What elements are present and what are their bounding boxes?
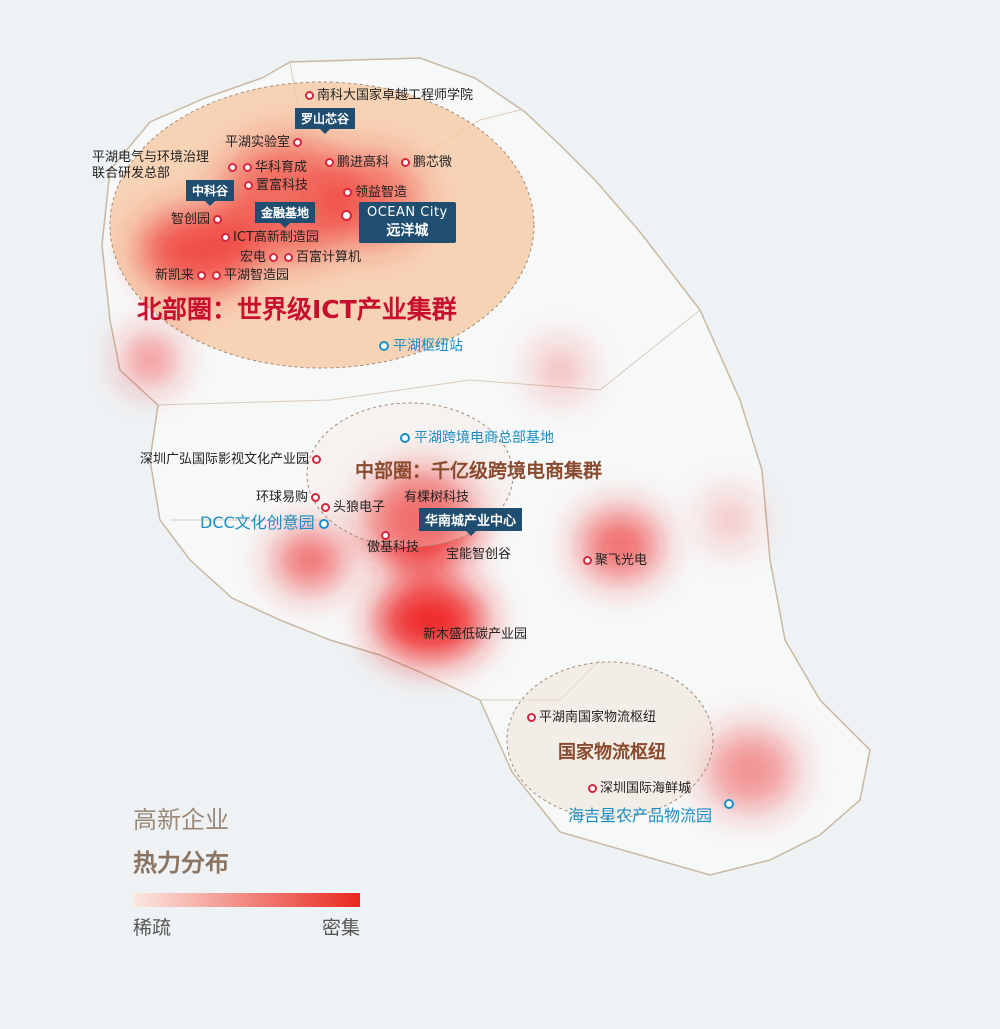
dcc-text: DCC文化创意园 [200, 513, 315, 532]
hub-text: 海吉星农产品物流园 [568, 806, 713, 825]
poi-text: 新木盛低碳产业园 [423, 627, 528, 642]
poi-label: 平湖电气与环境治理 [92, 150, 209, 166]
poi-text: 智创园 [171, 212, 211, 227]
heat-blob [125, 335, 175, 385]
poi-text: 平湖智造园 [224, 268, 290, 283]
poi-label: 环球易购 [256, 490, 323, 506]
heat-blob [220, 140, 360, 260]
poi-text: 傲基科技 [367, 540, 420, 555]
heat-blob [705, 495, 755, 545]
poi-text: 宏电 [240, 250, 267, 265]
poi-label: ICT高新制造园 [218, 230, 319, 246]
tag-zhongkegu: 中科谷 [186, 180, 235, 206]
poi-text: 新凯来 [155, 268, 195, 283]
legend-title-1: 高新企业 [133, 806, 229, 834]
poi-label: 鹏进高科 [322, 155, 389, 171]
poi-text: 平湖电气与环境治理 [92, 150, 210, 165]
hub-marker [720, 796, 738, 812]
ocean-city-badge: OCEAN City 远洋城 [359, 202, 456, 243]
poi-text: 鹏进高科 [337, 155, 390, 170]
poi-text: 领益智造 [355, 185, 408, 200]
legend-low: 稀疏 [133, 917, 172, 939]
poi-text: 鹏芯微 [413, 155, 453, 170]
poi-label: 平湖实验室 [225, 135, 305, 151]
poi-text: 联合研发总部 [92, 166, 171, 181]
heat-blob [705, 730, 795, 810]
heat-blob [580, 510, 660, 580]
poi-label: 置富科技 [241, 178, 308, 194]
middle-zone-title: 中部圈：千亿级跨境电商集群 [355, 460, 603, 482]
hub-label: 海吉星农产品物流园 [568, 808, 712, 824]
hub-text: 平湖枢纽站 [393, 338, 463, 354]
dcc-label: DCC文化创意园 [200, 515, 333, 531]
poi-text: 华科育成 [255, 160, 308, 175]
poi-label: 智创园 [171, 212, 225, 228]
tag-luoshan: 罗山芯谷 [295, 108, 356, 134]
tag-huanancheng: 华南城产业中心 [419, 508, 523, 536]
legend-title-2: 热力分布 [133, 849, 229, 877]
ocean-city-marker [338, 208, 355, 224]
heat-blob [275, 530, 345, 590]
poi-label: 联合研发总部 [92, 166, 170, 182]
poi-label: 宝能智创谷 [446, 547, 511, 563]
poi-label: 新凯来 平湖智造园 [155, 268, 289, 284]
poi-text: 百富计算机 [296, 250, 362, 265]
legend-gradient-bar [133, 893, 360, 907]
poi-text: 深圳广弘国际影视文化产业园 [140, 452, 310, 467]
poi-label: 鹏芯微 [398, 155, 452, 171]
heat-blob [375, 580, 485, 660]
poi-label: 头狼电子 [318, 500, 385, 516]
hub-label: 平湖跨境电商总部基地 [396, 430, 554, 446]
poi-text: ICT高新制造园 [233, 230, 319, 245]
poi-label: 南科大国家卓越工程师学院 [302, 88, 473, 104]
poi-marker [378, 528, 393, 544]
poi-text: 环球易购 [256, 490, 309, 505]
ocean-city-cn: 远洋城 [386, 223, 429, 239]
legend-high: 密集 [322, 917, 361, 939]
poi-label: 平湖南国家物流枢纽 [524, 710, 656, 726]
poi-label: 新木盛低碳产业园 [423, 627, 527, 643]
poi-text: 平湖实验室 [225, 135, 291, 150]
hub-label: 平湖枢纽站 [375, 338, 463, 354]
south-zone-circle [506, 661, 714, 819]
ocean-city-en: OCEAN City [367, 205, 448, 220]
tag-jinrong: 金融基地 [255, 202, 316, 228]
poi-text: 头狼电子 [333, 500, 386, 515]
north-zone-title: 北部圈：世界级ICT产业集群 [137, 295, 457, 324]
poi-text: 有棵树科技 [404, 490, 470, 505]
poi-text: 聚飞光电 [595, 553, 648, 568]
poi-text: 宝能智创谷 [446, 547, 512, 562]
poi-text: 置富科技 [256, 178, 309, 193]
poi-text: 平湖南国家物流枢纽 [539, 710, 657, 725]
poi-label: 傲基科技 [367, 540, 419, 556]
poi-text: 深圳国际海鲜城 [600, 781, 692, 796]
poi-text: 南科大国家卓越工程师学院 [317, 88, 474, 103]
poi-label: 宏电 百富计算机 [240, 250, 361, 266]
heat-blob [535, 345, 585, 395]
south-zone-title: 国家物流枢纽 [558, 742, 666, 763]
poi-label: 深圳广弘国际影视文化产业园 [140, 452, 324, 468]
poi-label: 有棵树科技 [404, 490, 469, 506]
poi-label: 领益智造 [340, 185, 407, 201]
poi-label: 深圳国际海鲜城 [585, 781, 691, 797]
hub-text: 平湖跨境电商总部基地 [414, 430, 554, 446]
poi-label: 聚飞光电 [580, 553, 647, 569]
poi-label: 华科育成 [225, 160, 307, 176]
